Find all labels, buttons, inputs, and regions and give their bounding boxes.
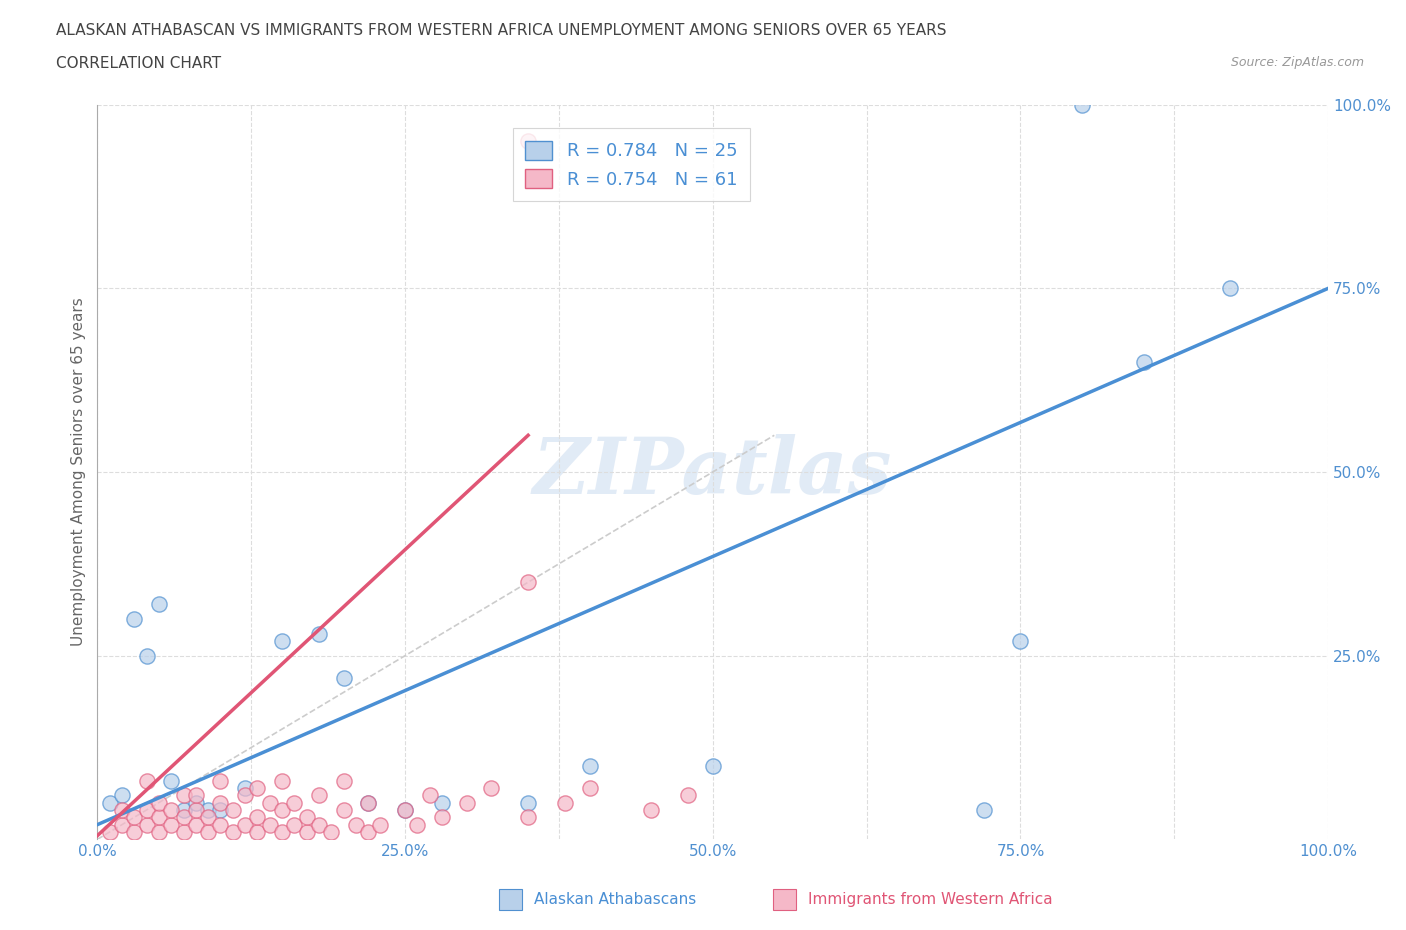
Point <box>332 803 354 817</box>
Point <box>295 825 318 840</box>
Point <box>197 803 219 817</box>
Point <box>135 817 157 832</box>
Point <box>517 134 540 149</box>
Point <box>1071 98 1094 113</box>
Point <box>209 773 232 788</box>
Point <box>578 780 600 795</box>
Text: CORRELATION CHART: CORRELATION CHART <box>56 56 221 71</box>
Point <box>246 780 269 795</box>
Point <box>148 597 170 612</box>
Point <box>184 788 207 803</box>
Point <box>173 810 195 825</box>
Point <box>246 825 269 840</box>
Point <box>321 825 343 840</box>
Point <box>344 817 367 832</box>
Point <box>308 788 330 803</box>
Point <box>271 633 294 648</box>
Point <box>357 795 380 810</box>
Text: ZIPatlas: ZIPatlas <box>533 433 893 511</box>
Point <box>517 795 540 810</box>
Point <box>419 788 441 803</box>
Point <box>1010 633 1032 648</box>
Point <box>406 817 429 832</box>
Point <box>124 810 146 825</box>
Point <box>517 575 540 590</box>
Text: Source: ZipAtlas.com: Source: ZipAtlas.com <box>1230 56 1364 69</box>
Point <box>283 817 305 832</box>
Point <box>295 810 318 825</box>
Point <box>1219 281 1241 296</box>
Point <box>271 803 294 817</box>
Point <box>259 817 281 832</box>
Text: Immigrants from Western Africa: Immigrants from Western Africa <box>808 892 1053 907</box>
Point <box>184 803 207 817</box>
Point <box>173 825 195 840</box>
Legend: R = 0.784   N = 25, R = 0.754   N = 61: R = 0.784 N = 25, R = 0.754 N = 61 <box>513 128 749 202</box>
Point <box>554 795 576 810</box>
Point <box>517 810 540 825</box>
Point <box>222 803 245 817</box>
Point <box>111 788 134 803</box>
Point <box>135 648 157 663</box>
Point <box>209 817 232 832</box>
Point <box>259 795 281 810</box>
Point <box>479 780 502 795</box>
Point <box>676 788 699 803</box>
Point <box>640 803 662 817</box>
Point <box>430 795 453 810</box>
Point <box>173 788 195 803</box>
Point <box>370 817 392 832</box>
Point <box>135 803 157 817</box>
Point <box>233 788 256 803</box>
Point <box>283 795 305 810</box>
Point <box>308 626 330 641</box>
Point <box>702 759 724 774</box>
Point <box>197 825 219 840</box>
Point <box>184 817 207 832</box>
Point <box>111 817 134 832</box>
Point <box>124 612 146 627</box>
Point <box>332 773 354 788</box>
Point <box>222 825 245 840</box>
Point <box>160 803 183 817</box>
Point <box>246 810 269 825</box>
Point <box>430 810 453 825</box>
Point <box>160 773 183 788</box>
Point <box>271 825 294 840</box>
Text: Alaskan Athabascans: Alaskan Athabascans <box>534 892 696 907</box>
Point <box>197 810 219 825</box>
Point <box>578 759 600 774</box>
Point <box>233 780 256 795</box>
Point <box>124 825 146 840</box>
Point <box>98 825 121 840</box>
Point <box>1132 354 1154 369</box>
Point <box>271 773 294 788</box>
Point <box>357 825 380 840</box>
Point <box>332 671 354 685</box>
Text: ALASKAN ATHABASCAN VS IMMIGRANTS FROM WESTERN AFRICA UNEMPLOYMENT AMONG SENIORS : ALASKAN ATHABASCAN VS IMMIGRANTS FROM WE… <box>56 23 946 38</box>
Point <box>184 795 207 810</box>
Point <box>173 803 195 817</box>
Point <box>209 795 232 810</box>
Point <box>148 825 170 840</box>
Point <box>135 773 157 788</box>
Point <box>394 803 416 817</box>
Point <box>308 817 330 832</box>
Point <box>973 803 995 817</box>
Point <box>394 803 416 817</box>
Point <box>233 817 256 832</box>
Point <box>357 795 380 810</box>
Point <box>456 795 478 810</box>
Point <box>148 810 170 825</box>
Point <box>148 795 170 810</box>
Point <box>111 803 134 817</box>
Point <box>98 795 121 810</box>
Y-axis label: Unemployment Among Seniors over 65 years: Unemployment Among Seniors over 65 years <box>72 298 86 646</box>
Point <box>160 817 183 832</box>
Point <box>209 803 232 817</box>
